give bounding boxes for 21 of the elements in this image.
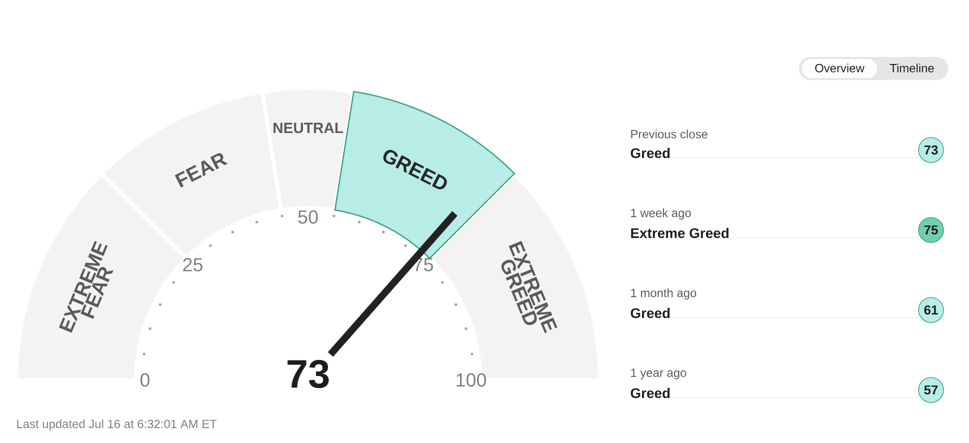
text: Greed — [630, 148, 670, 158]
text: 50 — [298, 210, 318, 224]
data-label: 73 — [924, 145, 938, 155]
text: 0 — [140, 373, 150, 387]
text: 100 — [456, 373, 486, 387]
text: Extreme Greed — [631, 228, 729, 238]
text: 73 — [288, 360, 329, 388]
text: Greed — [630, 388, 670, 398]
category-label: 1 week ago — [631, 208, 691, 220]
text: Timeline — [890, 64, 934, 72]
category-label: 1 month ago — [631, 288, 696, 300]
text: Overview — [815, 64, 864, 72]
data-label: 61 — [924, 305, 938, 315]
text: Last updated Jul 16 at 6:32:01 AM ET — [17, 419, 217, 431]
category-label: 1 year ago — [631, 368, 686, 380]
data-label: 75 — [924, 225, 938, 234]
category-label: Previous close — [631, 130, 708, 138]
text: Greed — [630, 308, 670, 318]
data-label: 57 — [924, 385, 938, 394]
text: 25 — [183, 258, 202, 272]
slice-label: NEUTRAL — [274, 122, 344, 134]
